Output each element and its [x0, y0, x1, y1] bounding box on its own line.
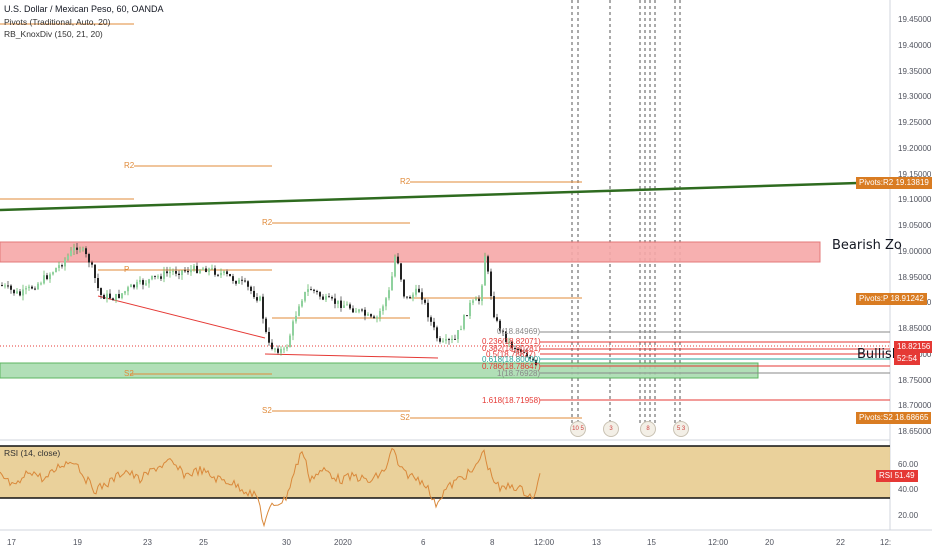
- time-axis-label: 19: [73, 538, 82, 547]
- bearish-zone: [0, 241, 821, 263]
- pivot-label-s2: S2: [400, 413, 410, 422]
- event-marker[interactable]: 10 5: [570, 421, 586, 437]
- event-marker[interactable]: 8: [640, 421, 656, 437]
- price-axis-label: 18.65000: [898, 427, 932, 436]
- pivot-label-r2: R2: [124, 161, 135, 170]
- pivot-label-p: P: [124, 265, 130, 274]
- pivot-p-tag: Pivots:P 18.91242: [856, 293, 927, 305]
- rsi-line: [0, 447, 541, 528]
- fib-level-label: 0.618(18.80000): [482, 355, 541, 364]
- fib-level-label: 0.786(18.78647): [482, 362, 541, 371]
- price-axis-label: 19.10000: [898, 195, 932, 205]
- bullish-zone-label: Bullisl: [857, 347, 896, 362]
- trendline: [0, 180, 891, 212]
- fib-level-label: 1(18.76928): [497, 369, 541, 378]
- event-marker[interactable]: 5 3: [673, 421, 689, 437]
- time-axis-label: 6: [421, 538, 426, 547]
- time-axis-label: 20: [765, 538, 774, 547]
- time-axis-label: 12:00: [534, 538, 555, 547]
- event-marker[interactable]: 3: [603, 421, 619, 437]
- time-axis-label: 23: [143, 538, 152, 547]
- time-axis-label: 15: [647, 538, 656, 547]
- time-axis-label: 8: [490, 538, 495, 547]
- fib-level-label: 1.618(18.71958): [482, 396, 541, 405]
- pivot-label-s2: S2: [124, 369, 134, 378]
- pivot-lines: [0, 23, 582, 419]
- time-axis-label: 22: [836, 538, 845, 547]
- fib-level-label: 0.382(18.80281): [482, 344, 541, 353]
- price-axis-label: 19.35000: [898, 66, 932, 76]
- price-axis-label: 19.45000: [898, 15, 932, 24]
- pivots-indicator-label[interactable]: Pivots (Traditional, Auto, 20): [4, 17, 111, 27]
- price-axis-label: 19.40000: [898, 40, 932, 50]
- price-axis-label: 18.75000: [898, 375, 932, 385]
- rsi-axis-label: 20.00: [898, 511, 919, 520]
- bullish-zone: [0, 362, 759, 379]
- time-axis-label: 17: [7, 538, 16, 547]
- pivot-s2-tag: Pivots:S2 18.68665: [856, 412, 932, 424]
- rsi-axis-label: 40.00: [898, 485, 919, 494]
- fib-level-label: 0.5(18.78827): [486, 350, 536, 359]
- current-price-tag: 18.82156: [894, 341, 932, 353]
- price-axis-label: 19.20000: [898, 143, 932, 153]
- pivot-label-s2: S2: [262, 406, 272, 415]
- rsi-value-tag: RSI 51.49: [876, 470, 918, 482]
- time-axis-label: 12:: [880, 538, 892, 547]
- price-axis-label: 18.70000: [898, 401, 932, 411]
- bearish-zone-label: Bearish Zo: [832, 238, 902, 253]
- time-axis-label: 30: [282, 538, 291, 547]
- rb-indicator-label[interactable]: RB_KnoxDiv (150, 21, 20): [4, 29, 103, 39]
- price-axis-label: 18.85000: [898, 324, 932, 333]
- price-candles: [1, 242, 537, 366]
- fib-level-label: 0.236(18.82071): [482, 337, 541, 346]
- rsi-indicator-label[interactable]: RSI (14, close): [4, 448, 61, 458]
- price-axis-label: 19.00000: [898, 246, 932, 256]
- fib-lines: [540, 331, 890, 401]
- fib-level-label: 0(18.84969): [497, 327, 541, 336]
- symbol-title: U.S. Dollar / Mexican Peso, 60, OANDA: [4, 4, 164, 14]
- price-axis-label: 19.30000: [898, 92, 932, 102]
- pivot-label-r2: R2: [262, 218, 273, 227]
- price-axis-label: 19.25000: [898, 118, 932, 127]
- pivot-r2-tag: Pivots:R2 19.13819: [856, 177, 932, 189]
- pivot-label-r2: R2: [400, 177, 411, 186]
- price-axis-label: 19.15000: [898, 169, 932, 179]
- time-axis-label: 12:00: [708, 538, 729, 547]
- countdown-tag: 52:54: [894, 353, 921, 365]
- price-axis-label: 19.05000: [898, 221, 932, 230]
- price-axis-label: 18.95000: [898, 272, 932, 282]
- time-axis-label: 2020: [334, 538, 352, 547]
- time-axis-label: 13: [592, 538, 601, 547]
- time-axis-label: 25: [199, 538, 208, 547]
- rsi-axis-label: 60.00: [898, 460, 919, 469]
